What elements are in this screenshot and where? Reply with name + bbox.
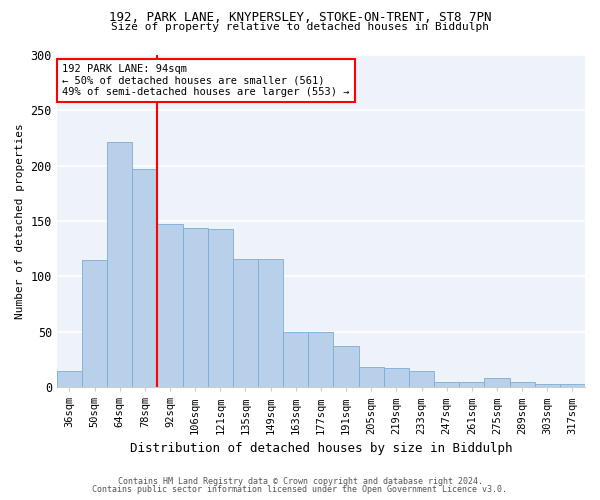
Bar: [484, 378, 509, 387]
Text: 192, PARK LANE, KNYPERSLEY, STOKE-ON-TRENT, ST8 7PN: 192, PARK LANE, KNYPERSLEY, STOKE-ON-TRE…: [109, 11, 491, 24]
X-axis label: Distribution of detached houses by size in Biddulph: Distribution of detached houses by size …: [130, 442, 512, 455]
Bar: [258, 258, 283, 387]
Text: Contains HM Land Registry data © Crown copyright and database right 2024.: Contains HM Land Registry data © Crown c…: [118, 477, 482, 486]
Bar: [57, 370, 82, 387]
Bar: [560, 384, 585, 387]
Bar: [308, 332, 334, 387]
Bar: [434, 382, 459, 387]
Bar: [409, 370, 434, 387]
Bar: [107, 142, 132, 387]
Bar: [157, 224, 182, 387]
Y-axis label: Number of detached properties: Number of detached properties: [15, 123, 25, 319]
Bar: [208, 229, 233, 387]
Bar: [82, 260, 107, 387]
Bar: [182, 228, 208, 387]
Bar: [384, 368, 409, 387]
Bar: [459, 382, 484, 387]
Bar: [283, 332, 308, 387]
Bar: [132, 169, 157, 387]
Bar: [334, 346, 359, 387]
Text: 192 PARK LANE: 94sqm
← 50% of detached houses are smaller (561)
49% of semi-deta: 192 PARK LANE: 94sqm ← 50% of detached h…: [62, 64, 349, 97]
Bar: [359, 367, 384, 387]
Text: Contains public sector information licensed under the Open Government Licence v3: Contains public sector information licen…: [92, 485, 508, 494]
Bar: [509, 382, 535, 387]
Text: Size of property relative to detached houses in Biddulph: Size of property relative to detached ho…: [111, 22, 489, 32]
Bar: [233, 258, 258, 387]
Bar: [535, 384, 560, 387]
